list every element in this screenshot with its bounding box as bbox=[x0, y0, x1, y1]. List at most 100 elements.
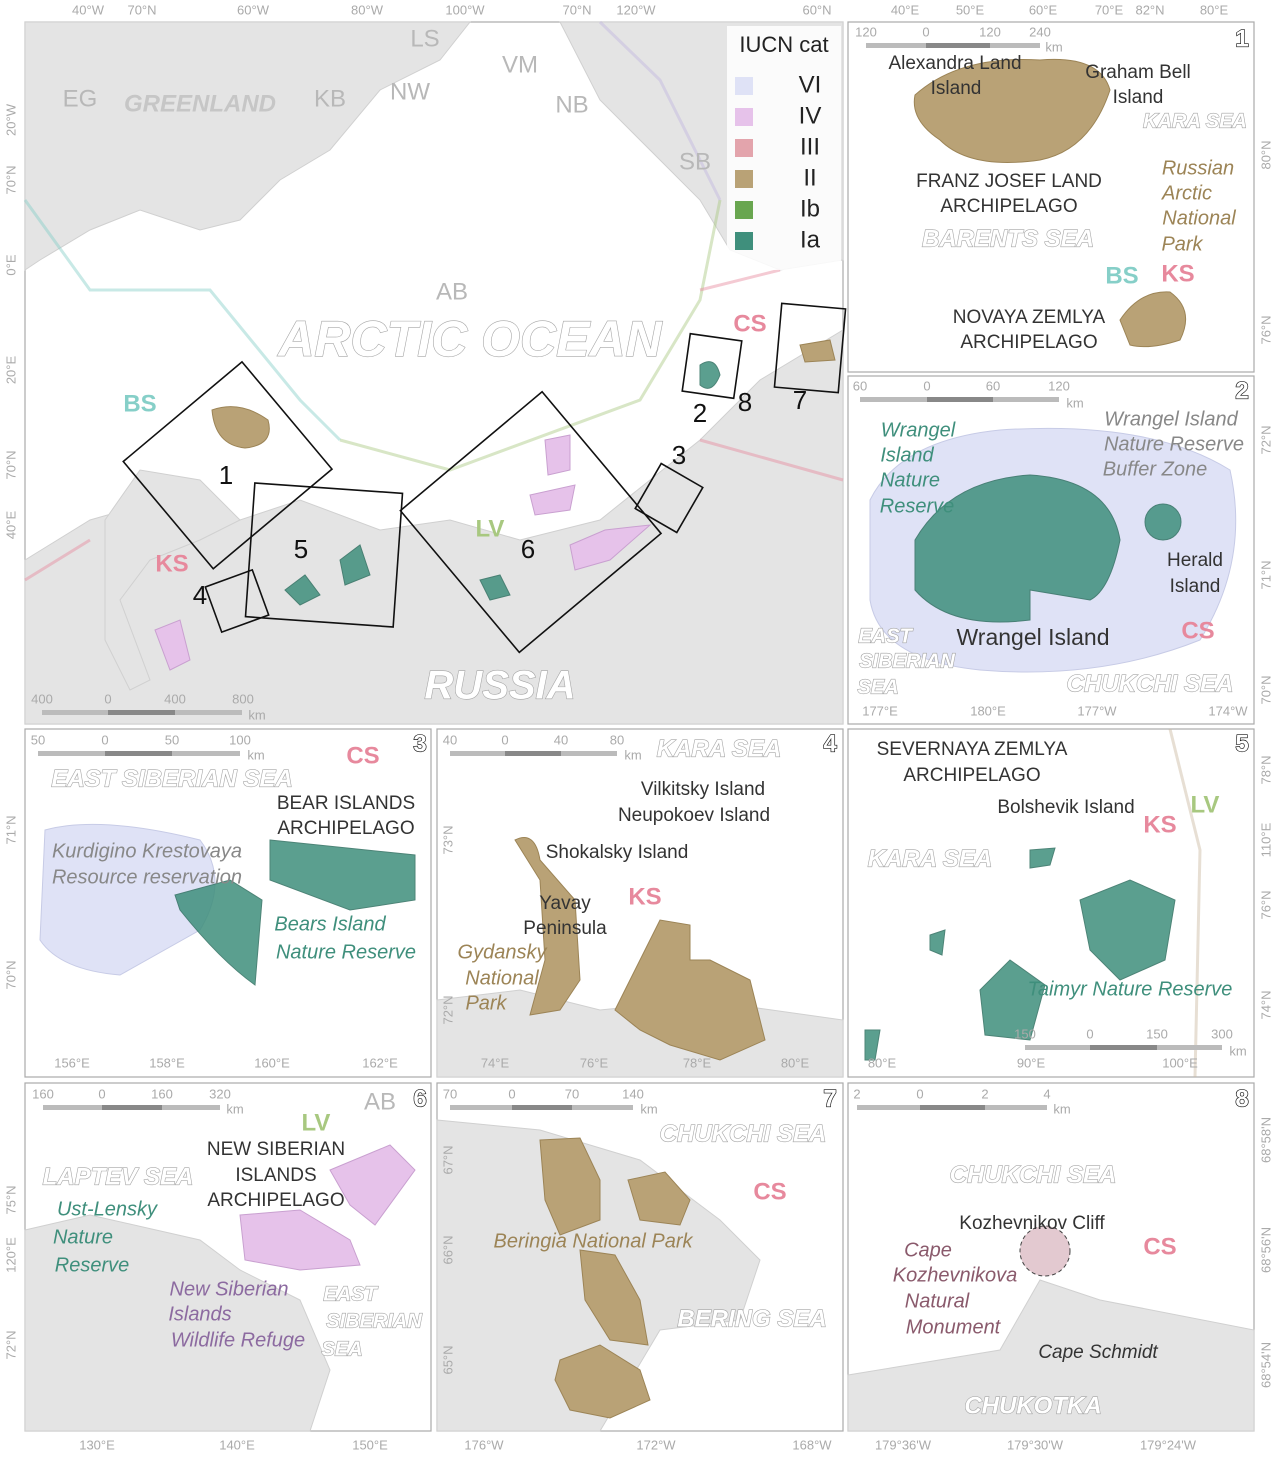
map-label: Kurdigino Krestovaya bbox=[52, 840, 242, 862]
graticule-label: 156°E bbox=[54, 1055, 90, 1070]
graticule-label: 168°W bbox=[792, 1437, 832, 1452]
graticule-label: 72°N bbox=[440, 995, 455, 1024]
graticule-label: 177°W bbox=[1077, 703, 1117, 718]
legend-label: III bbox=[800, 133, 820, 160]
scale-label: 400 bbox=[164, 691, 186, 706]
region-label: CS bbox=[733, 310, 766, 337]
scale-label: 150 bbox=[1014, 1026, 1036, 1041]
scale-label: km bbox=[247, 747, 264, 762]
scale-label: 4 bbox=[1043, 1086, 1050, 1101]
map-label: Herald bbox=[1167, 550, 1223, 571]
map-label: Neupokoev Island bbox=[618, 805, 770, 826]
legend-label: IV bbox=[799, 102, 822, 129]
graticule-label: 177°E bbox=[862, 703, 898, 718]
map-label: BS bbox=[1105, 262, 1138, 289]
graticule-label: 120°E bbox=[3, 1237, 18, 1273]
map-label: Reserve bbox=[880, 495, 954, 517]
graticule-label: 60°W bbox=[237, 2, 270, 17]
graticule-label: 100°W bbox=[445, 2, 485, 17]
graticule-label: 70°N bbox=[3, 165, 18, 194]
map-label: Cape Schmidt bbox=[1038, 1342, 1158, 1363]
scale-label: km bbox=[640, 1101, 657, 1116]
map-label: CHUKOTKA bbox=[964, 1392, 1101, 1419]
graticule-label: 40°W bbox=[72, 2, 105, 17]
graticule-label: 74°N bbox=[1258, 990, 1273, 1019]
map-label: BARENTS SEA bbox=[922, 225, 1094, 252]
graticule-label: 60°N bbox=[802, 2, 831, 17]
map-label: ARCHIPELAGO bbox=[940, 196, 1077, 217]
graticule-label: 68°56'N bbox=[1258, 1227, 1273, 1273]
scale-label: 320 bbox=[209, 1086, 231, 1101]
scale-label: 160 bbox=[32, 1086, 54, 1101]
map-label: Taimyr Nature Reserve bbox=[1028, 978, 1233, 1000]
place-label: GREENLAND bbox=[124, 90, 276, 117]
graticule-label: 70°N bbox=[3, 960, 18, 989]
map-label: LV bbox=[302, 1109, 331, 1136]
graticule-label: 50°E bbox=[956, 2, 985, 17]
map-label: KS bbox=[1161, 260, 1194, 287]
scale-label: 60 bbox=[986, 378, 1000, 393]
map-label: LAPTEV SEA bbox=[43, 1163, 194, 1190]
graticule-label: 60°E bbox=[1029, 2, 1058, 17]
scale-label: 60 bbox=[853, 378, 867, 393]
scale-label: 0 bbox=[1086, 1026, 1093, 1041]
region-label: EG bbox=[63, 85, 98, 112]
map-label: National bbox=[465, 967, 539, 989]
inset-number: 3 bbox=[672, 440, 686, 470]
map-label: CHUKCHI SEA bbox=[1067, 670, 1234, 697]
graticule-label: 179°24'W bbox=[1140, 1437, 1197, 1452]
scale-label: 40 bbox=[443, 732, 457, 747]
inset-number: 7 bbox=[793, 385, 807, 415]
map-label: AB bbox=[364, 1088, 396, 1115]
scale-label: 80 bbox=[610, 732, 624, 747]
scale-label: 100 bbox=[229, 732, 251, 747]
map-label: Alexandra Land bbox=[888, 53, 1021, 74]
legend-title: IUCN cat bbox=[739, 32, 828, 57]
map-label: ARCHIPELAGO bbox=[277, 818, 414, 839]
map-label: Bolshevik Island bbox=[997, 797, 1134, 818]
map-label: Vilkitsky Island bbox=[641, 779, 765, 800]
scale-label: 0 bbox=[508, 1086, 515, 1101]
legend-swatch bbox=[735, 77, 753, 95]
scale-label: km bbox=[624, 747, 641, 762]
graticule-label: 71°N bbox=[3, 815, 18, 844]
scale-label: 0 bbox=[98, 1086, 105, 1101]
panel-number: 1 bbox=[1235, 25, 1248, 52]
scale-label: 160 bbox=[151, 1086, 173, 1101]
map-label: Natural bbox=[905, 1290, 970, 1312]
map-label: Shokalsky Island bbox=[546, 842, 689, 863]
scale-label: 150 bbox=[1146, 1026, 1168, 1041]
map-label: Nature bbox=[53, 1226, 113, 1248]
map-label: NEW SIBERIAN bbox=[207, 1139, 345, 1160]
graticule-label: 70°N bbox=[3, 450, 18, 479]
graticule-label: 72°N bbox=[1258, 425, 1273, 454]
scale-label: 0 bbox=[916, 1086, 923, 1101]
graticule-label: 179°30'W bbox=[1007, 1437, 1064, 1452]
map-label: Park bbox=[1161, 233, 1203, 255]
scale-label: 50 bbox=[165, 732, 179, 747]
map-label: Arctic bbox=[1161, 182, 1212, 204]
graticule-label: 20°W bbox=[3, 103, 18, 136]
graticule-label: 176°W bbox=[464, 1437, 504, 1452]
map-label: EAST bbox=[858, 625, 913, 647]
graticule-label: 76°E bbox=[580, 1055, 609, 1070]
inset-shapes bbox=[24, 58, 1255, 1432]
graticule-label: 120°W bbox=[616, 2, 656, 17]
map-label: CS bbox=[346, 742, 379, 769]
map-label: Islands bbox=[168, 1303, 231, 1325]
map-label: CS bbox=[1143, 1233, 1176, 1260]
map-label: BEAR ISLANDS bbox=[277, 793, 415, 814]
graticule-label: 82°N bbox=[1135, 2, 1164, 17]
map-label: ARCHIPELAGO bbox=[960, 332, 1097, 353]
legend-label: Ia bbox=[800, 226, 821, 253]
place-label: ARCTIC OCEAN bbox=[276, 311, 662, 367]
graticule-label: 180°E bbox=[970, 703, 1006, 718]
scale-label: 70 bbox=[565, 1086, 579, 1101]
legend-label: Ib bbox=[800, 195, 820, 222]
graticule-label: 80°N bbox=[1258, 140, 1273, 169]
scale-label: 70 bbox=[443, 1086, 457, 1101]
map-label: SIBERIAN bbox=[326, 1310, 422, 1332]
map-label: SIBERIAN bbox=[859, 650, 955, 672]
region-label: LV bbox=[476, 515, 505, 542]
map-label: CS bbox=[753, 1178, 786, 1205]
